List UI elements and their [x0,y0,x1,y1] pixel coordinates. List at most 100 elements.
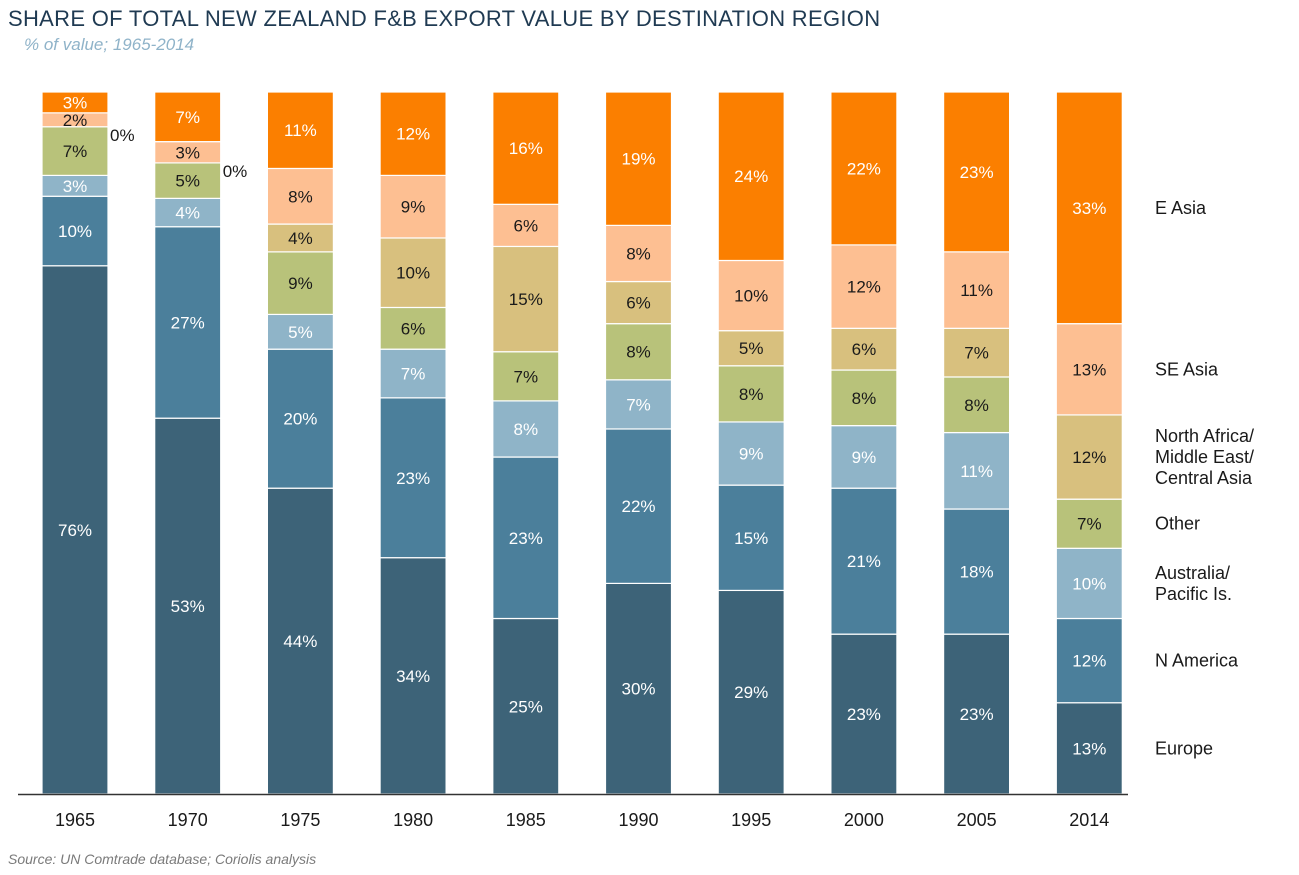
data-label: 4% [175,204,200,223]
bar-segment [492,617,560,795]
data-label: 4% [288,229,313,248]
data-label: 21% [847,552,881,571]
legend-label: Europe [1155,738,1213,758]
data-label: 12% [1072,448,1106,467]
data-label: 23% [396,469,430,488]
x-tick-label: 1965 [55,810,95,830]
legend-label: Australia/ [1155,563,1230,583]
bar-segment [830,327,898,371]
legend-label: Middle East/ [1155,447,1254,467]
bar-segment [379,174,447,239]
data-label: 13% [1072,360,1106,379]
bar-segment [154,226,222,419]
data-label: 0% [223,162,248,181]
bar-segment [492,245,560,353]
data-label: 5% [288,323,313,342]
data-label: 23% [960,705,994,724]
x-tick-label: 1975 [280,810,320,830]
bar-segment [266,348,334,489]
data-label: 7% [1077,515,1102,534]
legend-label: Pacific Is. [1155,584,1232,604]
legend-label: Central Asia [1155,468,1253,488]
bar-segment [604,91,673,226]
legend-label: Other [1155,514,1200,534]
data-label: 10% [396,264,430,283]
data-label: 3% [63,93,88,112]
data-label: 29% [734,683,768,702]
bar-segment [942,508,1011,635]
bar-segment [41,91,109,114]
data-label: 12% [847,278,881,297]
data-label: 23% [847,705,881,724]
data-label: 15% [734,529,768,548]
data-label: 12% [396,125,430,144]
bar-segment [717,259,785,332]
bar-segment [717,589,785,795]
data-label: 6% [514,216,539,235]
bar-segment [942,376,1011,434]
bar-segment [717,421,785,486]
bar-segment [154,197,222,228]
bar-segment [1055,91,1123,325]
data-label: 19% [621,150,655,169]
bar-segment [830,633,898,795]
data-label: 0% [110,126,135,145]
data-label: 33% [1072,199,1106,218]
data-label: 7% [514,367,539,386]
bar-segment [379,91,447,177]
data-label: 23% [960,163,994,182]
bar-segment [830,487,898,635]
data-label: 9% [288,274,313,293]
data-label: 7% [401,364,426,383]
data-label: 8% [288,187,313,206]
chart-subtitle: % of value; 1965-2014 [24,35,195,54]
bar-segment [266,91,334,170]
bar-segment [942,633,1011,795]
bar-segment [1055,498,1123,549]
data-label: 27% [171,313,205,332]
legend-label: North Africa/ [1155,426,1254,446]
data-label: 30% [621,680,655,699]
bar-segment [717,365,785,423]
data-label: 2% [63,111,88,130]
bar-segment [154,91,222,143]
x-tick-label: 1985 [506,810,546,830]
data-label: 8% [852,389,877,408]
bar-segment [717,91,785,262]
bar-segment [379,557,447,795]
data-label: 76% [58,521,92,540]
data-label: 10% [58,222,92,241]
data-label: 9% [401,198,426,217]
x-tick-label: 1970 [168,810,208,830]
bar-segment [41,195,109,267]
bar-segment [41,265,109,795]
data-label: 24% [734,167,768,186]
data-label: 6% [852,340,877,359]
bar-segment [492,351,560,402]
legend-label: E Asia [1155,198,1207,218]
bar-segment [942,327,1011,378]
x-tick-label: 1990 [618,810,658,830]
data-label: 13% [1072,739,1106,758]
data-label: 3% [175,143,200,162]
chart-title: SHARE OF TOTAL NEW ZEALAND F&B EXPORT VA… [8,6,881,31]
bar-segment [830,91,898,246]
bar-segment [492,456,560,620]
data-label: 44% [283,632,317,651]
legend-label: N America [1155,651,1239,671]
bar-segment [379,306,447,350]
data-label: 53% [171,597,205,616]
data-label: 6% [626,294,651,313]
data-label: 5% [175,172,200,191]
bar-segment [717,484,785,592]
bar-segment [717,330,785,367]
data-label: 25% [509,697,543,716]
data-label: 11% [960,462,993,481]
bar-segment [379,348,447,399]
bar-segment [604,224,673,283]
x-tick-label: 2014 [1069,810,1109,830]
data-label: 3% [63,177,88,196]
data-label: 23% [509,529,543,548]
data-label: 7% [63,142,88,161]
